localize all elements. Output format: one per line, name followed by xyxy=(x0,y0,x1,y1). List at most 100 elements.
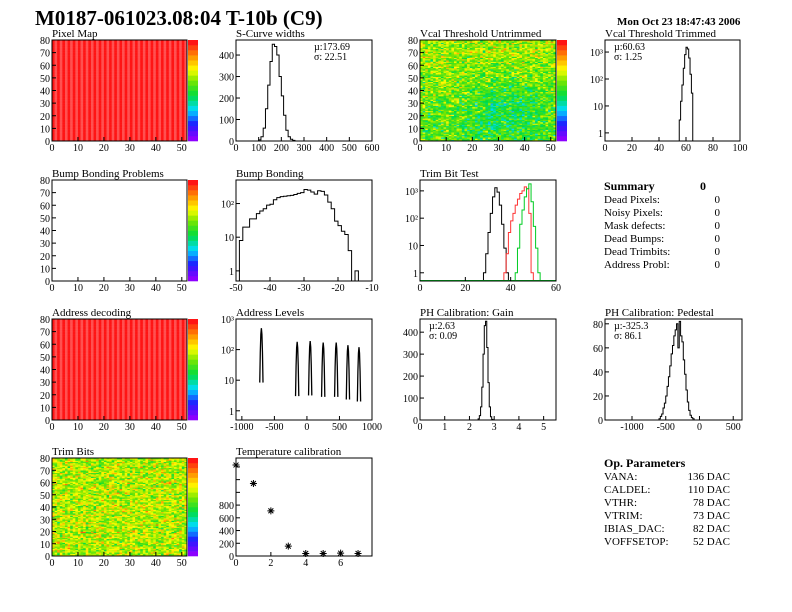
heatmap-cell xyxy=(96,52,100,55)
heatmap-cell xyxy=(137,74,141,76)
heatmap-cell xyxy=(129,95,133,98)
heatmap-cell xyxy=(109,48,113,51)
heatmap-cell xyxy=(111,86,115,89)
heatmap-cell xyxy=(174,108,177,110)
heatmap-cell xyxy=(181,105,185,108)
heatmap-cell xyxy=(124,132,128,134)
heatmap-cell xyxy=(163,113,167,115)
heatmap-cell xyxy=(119,63,123,66)
heatmap-cell xyxy=(158,57,162,60)
heatmap-cell xyxy=(179,50,183,52)
heatmap-cell xyxy=(438,109,442,111)
heatmap-cell xyxy=(129,86,133,89)
heatmap-cell xyxy=(85,62,89,65)
heatmap-cell xyxy=(137,85,141,88)
heatmap-cell xyxy=(90,52,94,55)
heatmap-cell xyxy=(142,89,146,91)
heatmap-cell xyxy=(129,75,133,77)
x-tick-label: 500 xyxy=(342,143,357,154)
heatmap-cell xyxy=(135,122,138,124)
heatmap-cell xyxy=(62,62,66,65)
heatmap-cell xyxy=(90,127,94,129)
heatmap-cell xyxy=(135,132,138,134)
heatmap-cell xyxy=(420,85,423,88)
heatmap-cell xyxy=(171,95,175,98)
heatmap-cell xyxy=(109,60,113,62)
heatmap-cell xyxy=(137,43,141,46)
heatmap-cell xyxy=(420,105,423,108)
heatmap-cell xyxy=(85,118,89,120)
heatmap-cell xyxy=(122,47,125,50)
heatmap-cell xyxy=(96,89,100,91)
heatmap-cell xyxy=(430,98,434,100)
heatmap-cell xyxy=(435,47,439,50)
heatmap-cell xyxy=(440,48,444,51)
heatmap-cell xyxy=(427,86,431,89)
heatmap-cell xyxy=(174,58,177,61)
heatmap-cell xyxy=(77,41,81,43)
heatmap-cell xyxy=(430,114,434,117)
heatmap-cell xyxy=(142,61,146,64)
heatmap-cell xyxy=(127,109,131,111)
heatmap-cell xyxy=(70,67,74,70)
heatmap-cell xyxy=(114,47,118,50)
heatmap-cell xyxy=(168,117,172,119)
heatmap-cell xyxy=(109,61,113,64)
heatmap-cell xyxy=(425,52,429,55)
heatmap-cell xyxy=(420,130,423,133)
heatmap-cell xyxy=(158,85,162,88)
heatmap-cell xyxy=(150,138,154,141)
heatmap-cell xyxy=(88,51,92,53)
heatmap-cell xyxy=(109,118,113,120)
heatmap-cell xyxy=(137,103,141,105)
heatmap-cell xyxy=(119,60,123,62)
heatmap-cell xyxy=(155,101,159,104)
heatmap-cell xyxy=(75,93,79,95)
heatmap-cell xyxy=(168,63,172,66)
heatmap-cell xyxy=(148,119,151,122)
heatmap-cell xyxy=(425,120,429,123)
heatmap-cell xyxy=(427,91,431,94)
heatmap-cell xyxy=(57,84,61,86)
heatmap-cell xyxy=(163,77,167,80)
heatmap-cell xyxy=(425,77,429,80)
heatmap-cell xyxy=(148,134,151,137)
heatmap-cell xyxy=(132,105,136,108)
heatmap-cell xyxy=(62,61,66,64)
heatmap-cell xyxy=(83,58,87,61)
heatmap-cell xyxy=(440,82,444,85)
heatmap-cell xyxy=(433,79,436,81)
heatmap-cell xyxy=(129,103,133,105)
heatmap-cell xyxy=(127,72,131,75)
heatmap-cell xyxy=(155,134,159,137)
heatmap-cell xyxy=(135,47,138,50)
heatmap-cell xyxy=(83,50,87,52)
heatmap-cell xyxy=(158,67,162,70)
heatmap-cell xyxy=(171,63,175,66)
heatmap-cell xyxy=(96,47,100,50)
heatmap-cell xyxy=(168,55,172,57)
heatmap-cell xyxy=(114,69,118,71)
heatmap-cell xyxy=(98,120,102,123)
heatmap-cell xyxy=(181,87,185,90)
heatmap-cell xyxy=(168,114,172,117)
heatmap-cell xyxy=(440,40,444,42)
heatmap-cell xyxy=(171,87,175,90)
heatmap-cell xyxy=(184,134,188,137)
heatmap-cell xyxy=(171,96,175,99)
heatmap-cell xyxy=(62,127,66,129)
heatmap-cell xyxy=(119,52,123,55)
heatmap-cell xyxy=(150,117,154,119)
heatmap-cell xyxy=(124,133,128,135)
heatmap-cell xyxy=(75,70,79,72)
heatmap-cell xyxy=(103,99,107,101)
heatmap-cell xyxy=(430,104,434,106)
heatmap-cell xyxy=(176,113,180,115)
heatmap-cell xyxy=(145,75,149,77)
heatmap-cell xyxy=(176,42,180,45)
heatmap-cell xyxy=(59,41,63,43)
colorbar-segment xyxy=(188,95,198,101)
heatmap-cell xyxy=(106,84,110,86)
heatmap-cell xyxy=(127,56,131,58)
